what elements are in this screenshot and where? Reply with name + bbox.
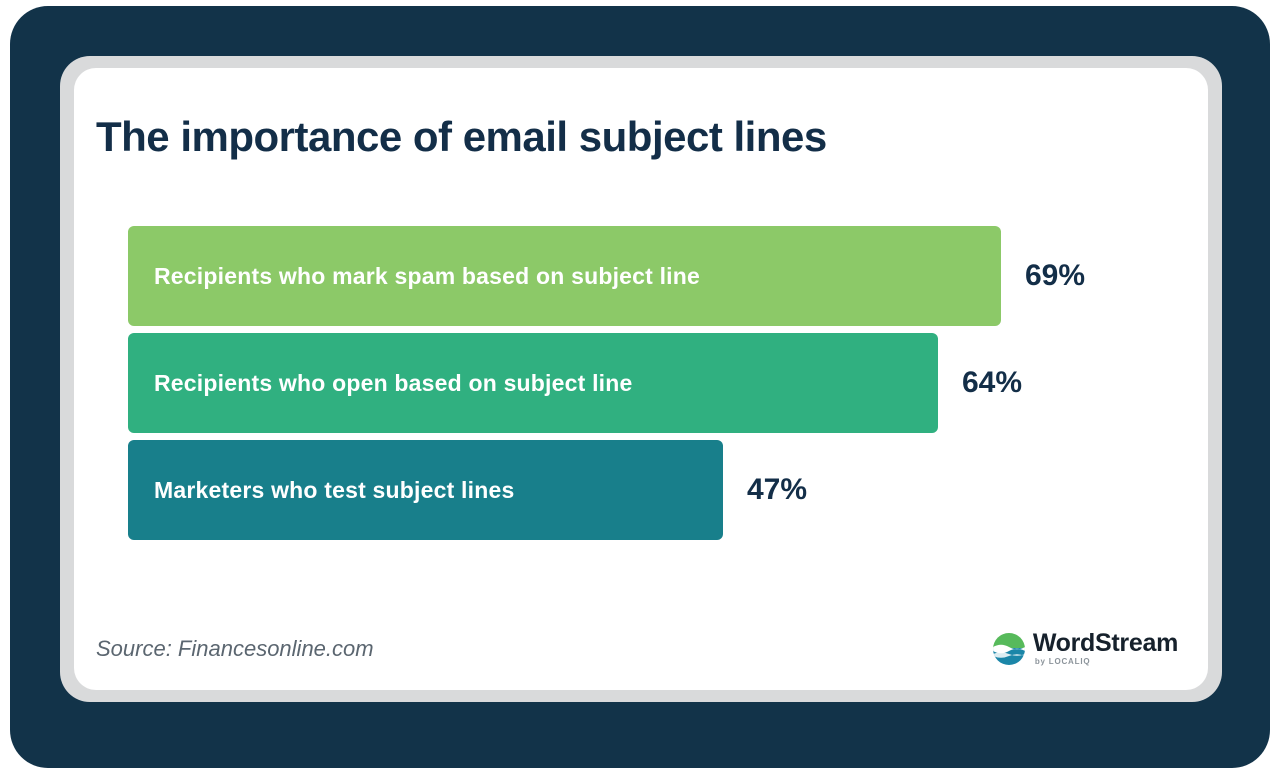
- bar: Recipients who mark spam based on subjec…: [128, 226, 1001, 327]
- bar-value-label: 47%: [747, 473, 808, 507]
- outer-navy-frame: The importance of email subject lines Re…: [10, 6, 1270, 768]
- bar-category-label: Recipients who open based on subject lin…: [154, 369, 633, 396]
- brand-subtext: by LOCALIQ: [1034, 657, 1091, 666]
- bar: Marketers who test subject lines: [128, 440, 723, 541]
- card-footer: Source: Financesonline.com: [96, 631, 1178, 666]
- brand-name: WordStream: [1032, 629, 1178, 657]
- bar-chart: Recipients who mark spam based on subjec…: [128, 226, 1184, 541]
- bar-value-label: 69%: [1025, 259, 1086, 293]
- source-text: Source: Financesonline.com: [96, 635, 374, 661]
- bar: Recipients who open based on subject lin…: [128, 333, 938, 434]
- wordstream-logo-icon: [992, 632, 1025, 665]
- bar-row: Recipients who open based on subject lin…: [128, 333, 1184, 434]
- bar-category-label: Recipients who mark spam based on subjec…: [154, 262, 701, 289]
- chart-card: The importance of email subject lines Re…: [74, 68, 1208, 690]
- bar-row: Recipients who mark spam based on subjec…: [128, 226, 1184, 327]
- gray-bezel: The importance of email subject lines Re…: [60, 56, 1222, 702]
- brand-lockup: WordStream by LOCALIQ: [992, 631, 1178, 666]
- bar-category-label: Marketers who test subject lines: [154, 476, 515, 503]
- bar-value-label: 64%: [962, 366, 1023, 400]
- chart-title: The importance of email subject lines: [96, 113, 827, 160]
- brand-text: WordStream by LOCALIQ: [1033, 631, 1178, 666]
- bar-row: Marketers who test subject lines 47%: [128, 440, 1184, 541]
